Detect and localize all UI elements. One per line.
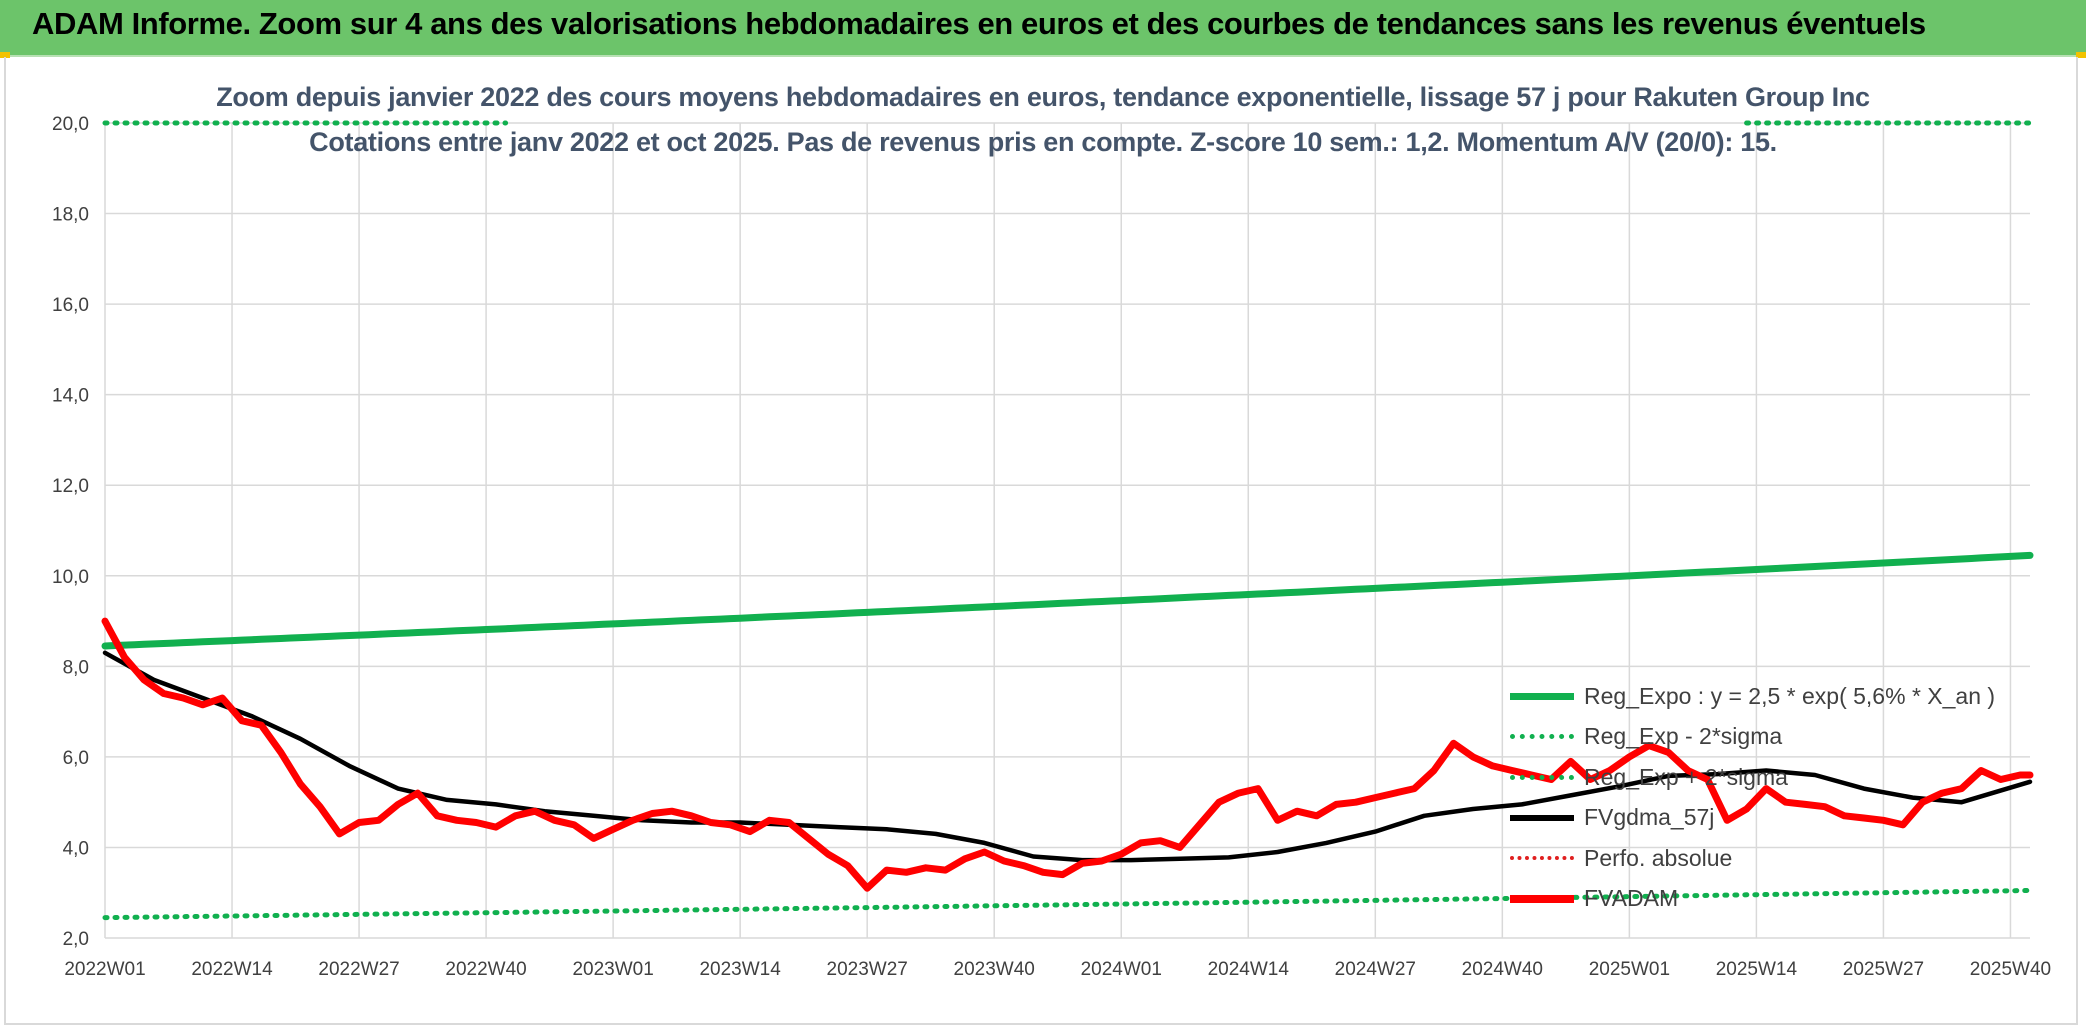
legend-label: Reg_Exp - 2*sigma bbox=[1584, 723, 1783, 750]
legend-item-reg-exp-plus: Reg_Exp + 2*sigma bbox=[1510, 757, 2010, 798]
legend-label: Perfo. absolue bbox=[1584, 844, 1733, 871]
y-tick-label: 6,0 bbox=[63, 748, 89, 769]
x-tick-label: 2024W01 bbox=[1081, 959, 1162, 980]
legend-label: Reg_Exp + 2*sigma bbox=[1584, 763, 1788, 790]
y-tick-label: 16,0 bbox=[52, 295, 89, 316]
x-tick-label: 2024W27 bbox=[1335, 959, 1416, 980]
legend-item-perfo: Perfo. absolue bbox=[1510, 838, 2010, 879]
y-tick-label: 12,0 bbox=[52, 476, 89, 497]
legend-swatch bbox=[1510, 856, 1574, 861]
legend-item-reg-expo: Reg_Expo : y = 2,5 * exp( 5,6% * X_an ) bbox=[1510, 676, 2010, 717]
legend-swatch bbox=[1510, 692, 1574, 700]
chart-frame bbox=[4, 57, 2078, 1025]
x-tick-label: 2025W27 bbox=[1843, 959, 1924, 980]
y-tick-label: 14,0 bbox=[52, 386, 89, 407]
legend-swatch bbox=[1510, 734, 1574, 740]
x-tick-label: 2023W27 bbox=[827, 959, 908, 980]
x-tick-label: 2023W40 bbox=[954, 959, 1035, 980]
legend-label: Reg_Expo : y = 2,5 * exp( 5,6% * X_an ) bbox=[1584, 682, 1996, 709]
x-tick-label: 2025W40 bbox=[1970, 959, 2051, 980]
report-banner: ADAM Informe. Zoom sur 4 ans des valoris… bbox=[0, 0, 2086, 57]
x-tick-label: 2023W01 bbox=[572, 959, 653, 980]
y-tick-label: 2,0 bbox=[63, 929, 89, 950]
corner-accent-right bbox=[2076, 52, 2086, 58]
report-title: ADAM Informe. Zoom sur 4 ans des valoris… bbox=[32, 6, 1926, 41]
x-tick-label: 2025W14 bbox=[1716, 959, 1798, 980]
y-tick-label: 10,0 bbox=[52, 567, 89, 588]
legend-swatch bbox=[1510, 774, 1574, 780]
corner-accent-left bbox=[0, 52, 10, 58]
x-tick-label: 2024W40 bbox=[1462, 959, 1543, 980]
legend-item-fvadam: FVADAM bbox=[1510, 879, 2010, 920]
grid-lines bbox=[104, 122, 2030, 939]
legend-label: FVgdma_57j bbox=[1584, 804, 1715, 831]
legend-swatch bbox=[1510, 894, 1574, 903]
chart-title-line2: Cotations entre janv 2022 et oct 2025. P… bbox=[309, 127, 1777, 157]
legend-swatch bbox=[1510, 814, 1574, 821]
x-tick-label: 2022W14 bbox=[191, 959, 273, 980]
series-line-fvadam bbox=[101, 617, 2034, 892]
x-tick-label: 2022W27 bbox=[318, 959, 399, 980]
tick-labels: 2,0 4,0 6,0 8,0 10,0 12,0 14,0 16,0 18,0 20,0 2022… bbox=[52, 114, 2051, 980]
legend-label: FVADAM bbox=[1584, 885, 1679, 912]
legend-item-fvgdma: FVgdma_57j bbox=[1510, 798, 2010, 839]
series-line-reg-exp bbox=[102, 888, 2033, 921]
series-lines bbox=[101, 120, 2034, 921]
y-tick-label: 20,0 bbox=[52, 114, 89, 135]
legend-item-reg-exp-minus: Reg_Exp - 2*sigma bbox=[1510, 717, 2010, 758]
y-tick-label: 4,0 bbox=[63, 838, 89, 859]
x-tick-label: 2022W40 bbox=[445, 959, 526, 980]
y-tick-label: 18,0 bbox=[52, 205, 89, 226]
chart-title-line1: Zoom depuis janvier 2022 des cours moyen… bbox=[216, 82, 1870, 112]
chart-legend: Reg_Expo : y = 2,5 * exp( 5,6% * X_an ) … bbox=[1510, 676, 2010, 919]
x-tick-label: 2022W01 bbox=[64, 959, 145, 980]
x-tick-label: 2024W14 bbox=[1208, 959, 1290, 980]
x-tick-label: 2025W01 bbox=[1589, 959, 1670, 980]
series-line-reg-expo bbox=[101, 551, 2034, 650]
x-tick-label: 2023W14 bbox=[699, 959, 781, 980]
y-tick-label: 8,0 bbox=[63, 657, 89, 678]
